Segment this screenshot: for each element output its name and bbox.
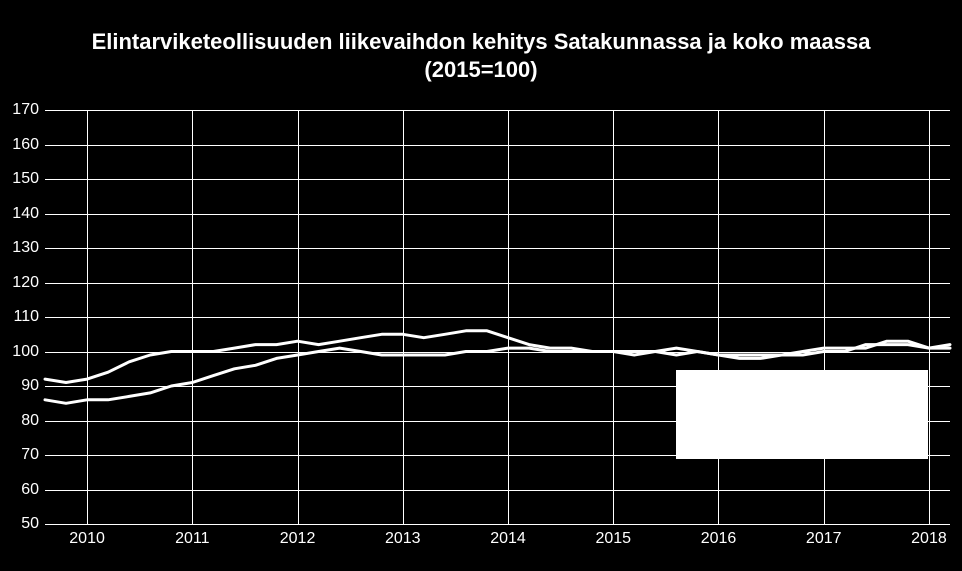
chart-title: Elintarviketeollisuuden liikevaihdon keh… [0, 28, 962, 83]
y-axis-label: 130 [12, 239, 39, 257]
y-axis-label: 140 [12, 205, 39, 223]
x-axis-label: 2013 [385, 530, 421, 548]
gridline-v [929, 110, 930, 524]
gridline-h [45, 110, 950, 111]
gridline-v [718, 110, 719, 524]
gridline-h [45, 214, 950, 215]
gridline-v [613, 110, 614, 524]
chart-title-line2: (2015=100) [0, 56, 962, 84]
x-axis-label: 2014 [490, 530, 526, 548]
gridline-v [508, 110, 509, 524]
gridline-h [45, 386, 950, 387]
y-axis-label: 70 [21, 446, 39, 464]
y-axis-label: 170 [12, 101, 39, 119]
y-axis-label: 110 [13, 308, 39, 326]
y-axis-label: 80 [21, 412, 39, 430]
gridline-h [45, 455, 950, 456]
gridline-v [298, 110, 299, 524]
gridline-h [45, 352, 950, 353]
x-axis-label: 2015 [595, 530, 631, 548]
x-axis-label: 2017 [806, 530, 842, 548]
y-axis-label: 100 [12, 343, 39, 361]
y-axis-label: 150 [12, 170, 39, 188]
y-axis-label: 120 [12, 274, 39, 292]
x-axis-label: 2012 [280, 530, 316, 548]
gridline-h [45, 283, 950, 284]
gridline-v [824, 110, 825, 524]
chart-container: Elintarviketeollisuuden liikevaihdon keh… [0, 0, 962, 571]
legend-box [676, 370, 928, 459]
gridline-v [87, 110, 88, 524]
gridline-h [45, 490, 950, 491]
gridline-h [45, 248, 950, 249]
y-axis-label: 160 [12, 136, 39, 154]
x-axis-label: 2016 [701, 530, 737, 548]
y-axis-label: 90 [21, 377, 39, 395]
y-axis-label: 60 [21, 481, 39, 499]
plot-area: 5060708090100110120130140150160170201020… [45, 110, 950, 524]
y-axis-label: 50 [21, 515, 39, 533]
x-axis-label: 2018 [911, 530, 947, 548]
gridline-h [45, 145, 950, 146]
gridline-h [45, 179, 950, 180]
gridline-v [403, 110, 404, 524]
x-axis-label: 2011 [175, 530, 209, 548]
gridline-h [45, 317, 950, 318]
gridline-h [45, 524, 950, 525]
x-axis-label: 2010 [69, 530, 105, 548]
chart-title-line1: Elintarviketeollisuuden liikevaihdon keh… [0, 28, 962, 56]
gridline-v [192, 110, 193, 524]
gridline-h [45, 421, 950, 422]
